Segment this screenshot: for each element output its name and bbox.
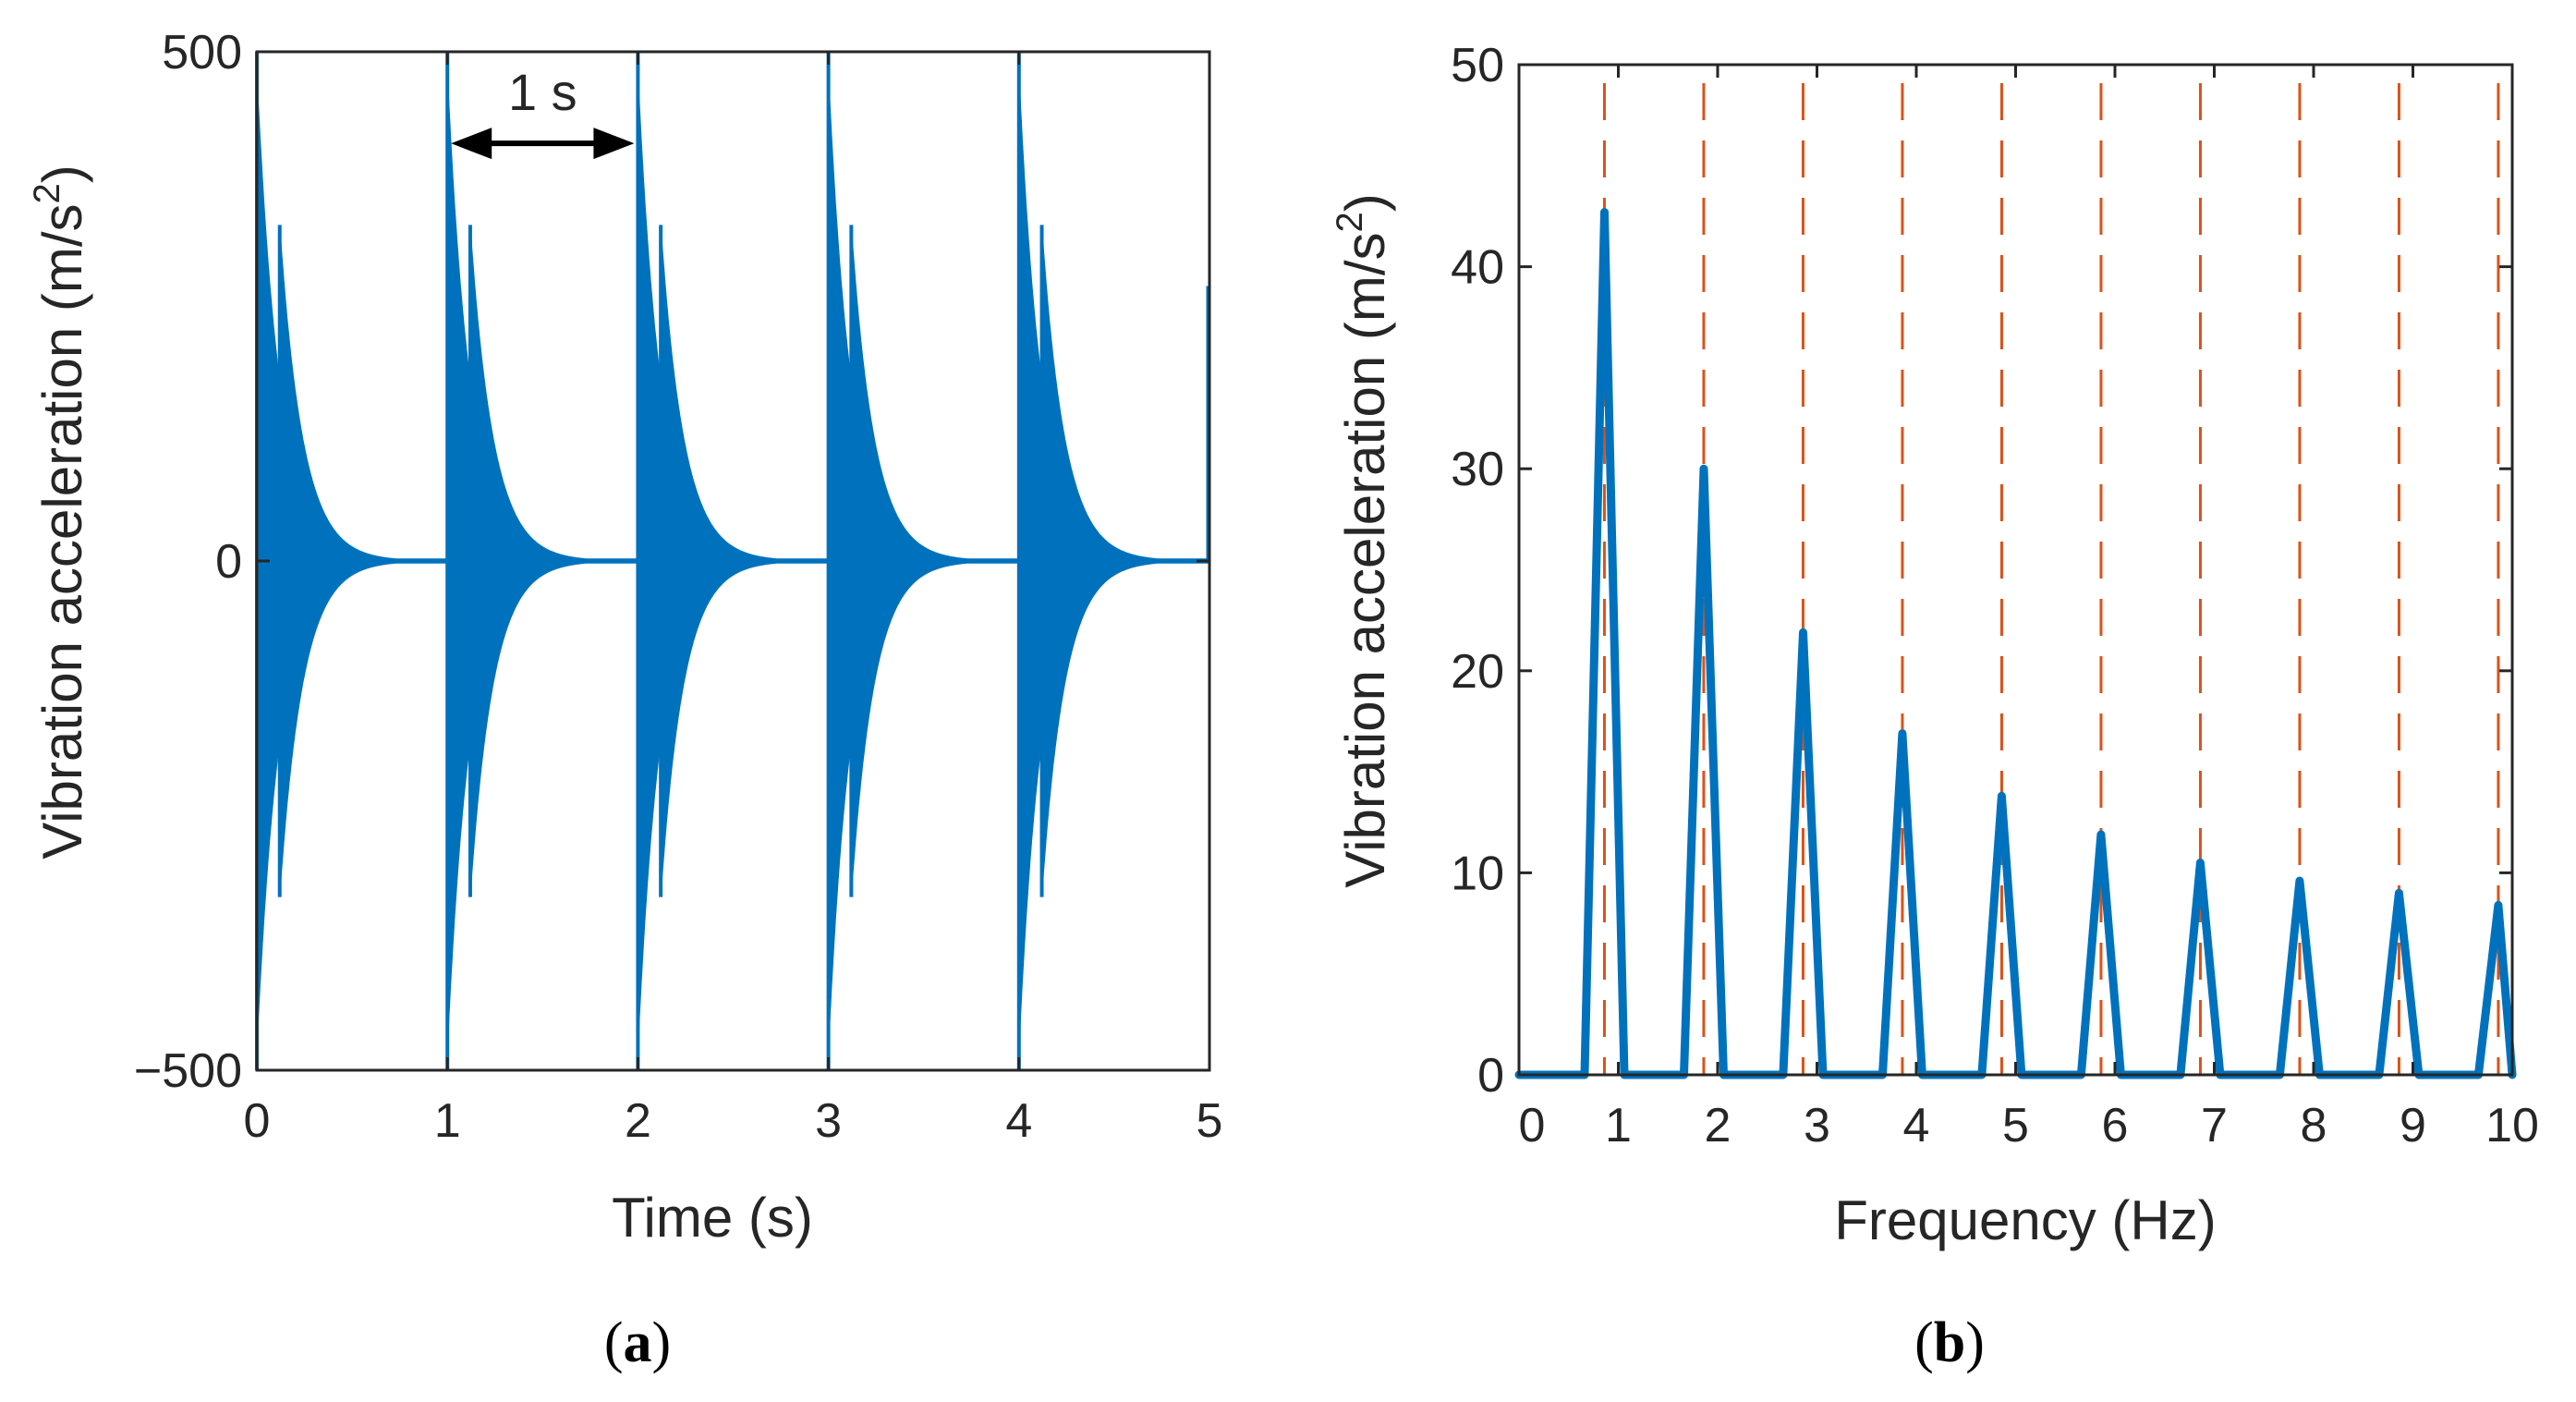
chart-b-xtick-label-2: 2 xyxy=(1705,1099,1732,1152)
chart-b-xtick-label-10: 10 xyxy=(2485,1099,2539,1152)
annotation-arrow-head-left xyxy=(451,128,492,160)
chart-b-ytick-label-3: 30 xyxy=(1451,443,1504,496)
chart-a-xtick-label-0: 0 xyxy=(244,1094,271,1148)
spectrum-peak-6 xyxy=(2096,830,2105,838)
chart-a-ytick-label-0: −500 xyxy=(134,1044,242,1098)
panel-label-b: (b) xyxy=(1914,1311,1985,1374)
chart-frequency-domain: Vibration acceleration (m/s2) Frequency … xyxy=(1330,39,2539,1251)
spectrum-peak-9 xyxy=(2395,889,2403,897)
chart-b-xlabel: Frequency (Hz) xyxy=(1834,1189,2216,1251)
chart-b-xtick-label-6: 6 xyxy=(2102,1099,2129,1152)
chart-a-xtick-label-3: 3 xyxy=(815,1094,842,1148)
spectrum-peak-7 xyxy=(2196,859,2205,867)
panel-label-a: (a) xyxy=(604,1311,671,1374)
spectrum-peak-5 xyxy=(1998,792,2006,800)
spectrum-peak-4 xyxy=(1898,729,1906,738)
annotation-arrow-head-right xyxy=(593,128,635,160)
spectrum-peak-1 xyxy=(1600,208,1609,216)
chart-b-xtick-label-9: 9 xyxy=(2400,1099,2426,1152)
chart-b-ytick-label-4: 40 xyxy=(1451,241,1504,295)
spectrum-peak-8 xyxy=(2295,877,2303,885)
annotation-label: 1 s xyxy=(508,63,577,121)
chart-b-ytick-label-1: 10 xyxy=(1451,847,1504,900)
chart-a-xtick-label-2: 2 xyxy=(625,1094,651,1148)
chart-b-xtick-label-3: 3 xyxy=(1804,1099,1830,1152)
chart-b-xtick-label-8: 8 xyxy=(2301,1099,2327,1152)
chart-b-xtick-label-1: 1 xyxy=(1605,1099,1632,1152)
chart-b-ylabel: Vibration acceleration (m/s2) xyxy=(1330,193,1396,887)
chart-b-ytick-label-0: 0 xyxy=(1477,1049,1504,1103)
chart-b-xtick-label-5: 5 xyxy=(2002,1099,2029,1152)
chart-a-ytick-label-2: 500 xyxy=(162,26,242,79)
chart-b-plot-area xyxy=(1519,65,2512,1075)
chart-b-xtick-label-7: 7 xyxy=(2201,1099,2228,1152)
chart-b-xtick-label-0: 0 xyxy=(1519,1099,1546,1152)
chart-a-ytick-label-1: 0 xyxy=(215,535,242,589)
spectrum-peak-10 xyxy=(2494,901,2502,909)
spectrum-peak-3 xyxy=(1799,628,1807,637)
chart-a-xtick-label-5: 5 xyxy=(1197,1094,1223,1148)
spectrum-peak-2 xyxy=(1699,465,1707,473)
chart-time-domain: Vibration acceleration (m/s2) Time (s) 0… xyxy=(27,26,1222,1249)
chart-a-xtick-label-4: 4 xyxy=(1005,1094,1032,1148)
chart-a-ylabel: Vibration acceleration (m/s2) xyxy=(27,165,93,859)
chart-a-xlabel: Time (s) xyxy=(612,1187,813,1249)
chart-a-xtick-label-1: 1 xyxy=(434,1094,461,1148)
chart-b-xtick-label-4: 4 xyxy=(1903,1099,1930,1152)
chart-b-ytick-label-2: 20 xyxy=(1451,645,1504,699)
chart-b-ytick-label-5: 50 xyxy=(1451,39,1504,92)
